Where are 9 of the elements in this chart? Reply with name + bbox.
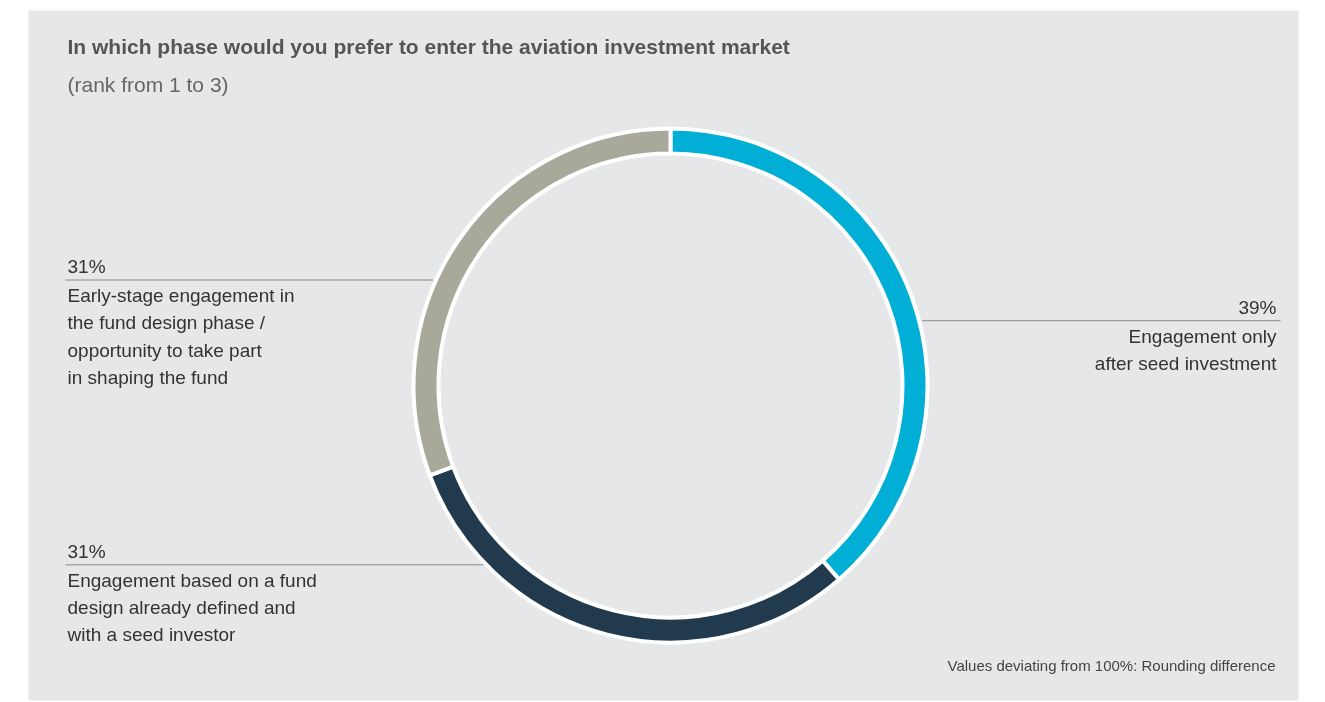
chart-subtitle: (rank from 1 to 3) — [67, 73, 229, 96]
data-label: 39% — [1238, 296, 1277, 318]
data-label: 31% — [67, 256, 106, 278]
chart-title: In which phase would you prefer to enter the aviation investment market — [67, 35, 790, 58]
text: Values deviating from 100%: Rounding difference — [947, 657, 1276, 674]
slice-label: Engagement based on a fund design already defined and with a seed investor — [66, 569, 317, 646]
slice-label: Early-stage engagement in the fund design phase / opportunity to take part in shaping the fund — [67, 285, 295, 388]
slice-label: Engagement only after seed investment — [1094, 325, 1278, 375]
data-label: 31% — [67, 540, 106, 562]
